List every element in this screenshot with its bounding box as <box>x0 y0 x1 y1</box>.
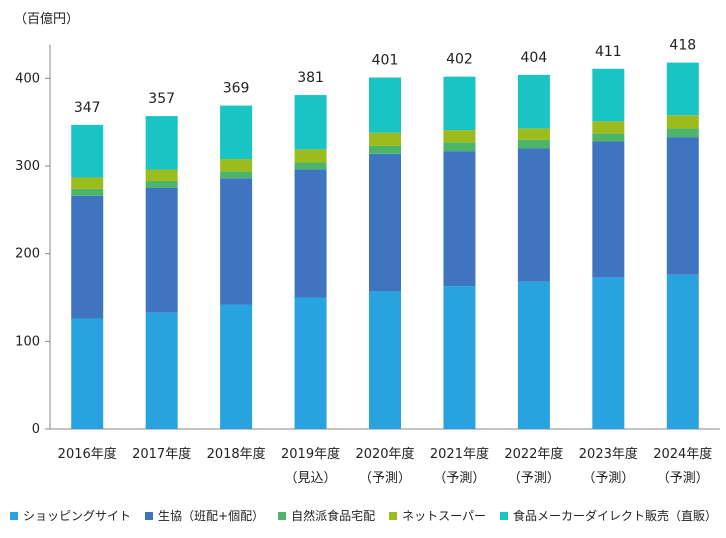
bar-segment <box>517 128 550 140</box>
x-category-sublabel: （予測） <box>657 471 709 486</box>
total-labels: 347 357 369 381 401 402 404 411 418 <box>74 38 696 116</box>
legend-item: 自然派食品宅配 <box>278 507 375 524</box>
bar-segment <box>369 145 401 154</box>
bar-segment <box>145 180 178 188</box>
bar-segment <box>666 115 699 129</box>
legend-item: 食品メーカーダイレクト販売（直販） <box>499 507 717 524</box>
total-label: 347 <box>74 100 101 116</box>
legend-item: 生協（班配+個配） <box>145 507 264 524</box>
bar-segment <box>294 162 327 170</box>
bar-segment <box>369 153 401 292</box>
bar-segment <box>369 291 401 429</box>
bar-segment <box>71 318 104 429</box>
legend-swatch <box>389 511 398 520</box>
bar-segment <box>294 149 327 163</box>
bar-segment <box>517 74 550 129</box>
bar-segment <box>443 142 476 152</box>
bar-segment <box>294 169 327 298</box>
x-category-sublabel: （予測） <box>433 471 485 486</box>
x-axis-labels: 2016年度 2017年度 2018年度 2019年度 （見込） 2020年度 （予測） 20… <box>58 446 713 486</box>
x-category-label: 2022年度 <box>504 446 563 462</box>
x-category-label: 2017年度 <box>132 446 191 462</box>
bar-segment <box>220 178 253 305</box>
x-category-label: 2021年度 <box>430 446 489 462</box>
bar-segment <box>443 286 476 429</box>
bar-segment <box>220 171 253 179</box>
legend-swatch <box>145 511 154 520</box>
bar-segment <box>71 177 104 189</box>
bar-segment <box>592 277 625 429</box>
bar-segment <box>443 130 476 143</box>
bar-segment <box>71 195 104 319</box>
bar-segment <box>145 116 178 170</box>
total-label: 402 <box>446 52 473 68</box>
bars <box>71 62 699 429</box>
bar-segment <box>443 76 476 131</box>
bar-segment <box>71 124 104 178</box>
bar-segment <box>294 297 327 429</box>
legend-swatch <box>499 511 508 520</box>
x-category-sublabel: （予測） <box>508 471 560 486</box>
bar-segment <box>666 128 699 138</box>
legend-label: 食品メーカーダイレクト販売（直販） <box>512 509 717 523</box>
y-tick-label: 300 <box>15 159 40 174</box>
legend-label: 生協（班配+個配） <box>158 509 265 523</box>
total-label: 369 <box>223 81 250 97</box>
bar-segment <box>517 281 550 429</box>
bar-segment <box>294 95 327 150</box>
legend-swatch <box>10 511 18 520</box>
y-tick-label: 0 <box>32 422 40 437</box>
bar-segment <box>592 121 625 134</box>
bar-segment <box>369 77 401 133</box>
y-tick-label: 400 <box>15 71 40 86</box>
bar-segment <box>666 62 699 116</box>
bar-segment <box>145 312 178 429</box>
y-tick-label: 100 <box>15 334 40 349</box>
total-label: 381 <box>297 70 324 86</box>
total-label: 404 <box>521 50 548 66</box>
legend-item: ネットスーパー <box>389 507 486 524</box>
total-label: 401 <box>372 53 399 69</box>
bar-segment <box>592 141 625 278</box>
x-category-sublabel: （予測） <box>582 471 634 486</box>
bar-segment <box>71 188 104 196</box>
legend-swatch <box>278 511 287 520</box>
x-category-label: 2018年度 <box>207 446 266 462</box>
y-axis-unit-label: （百億円） <box>14 12 80 27</box>
legend-label: 自然派食品宅配 <box>291 509 376 523</box>
y-tick-label: 200 <box>15 247 40 262</box>
total-label: 411 <box>595 44 622 60</box>
legend: ショッピングサイト 生協（班配+個配） 自然派食品宅配 ネットスーパー 食品メーカーダイ… <box>10 507 726 524</box>
bar-segment <box>220 304 253 429</box>
x-category-label: 2020年度 <box>355 446 414 462</box>
bar-segment <box>517 148 550 282</box>
x-category-sublabel: （予測） <box>359 471 411 486</box>
bar-segment <box>220 159 253 172</box>
x-category-label: 2019年度 <box>281 446 340 462</box>
bar-segment <box>443 151 476 287</box>
bar-segment <box>220 105 253 160</box>
bar-segment <box>145 187 178 313</box>
bar-segment <box>592 133 625 142</box>
total-label: 357 <box>148 91 175 107</box>
legend-label: ショッピングサイト <box>23 509 132 523</box>
x-category-sublabel: （見込） <box>285 471 337 486</box>
bar-segment <box>666 137 699 275</box>
x-category-label: 2016年度 <box>58 446 117 462</box>
bar-segment <box>517 139 550 149</box>
bar-segment <box>666 274 699 429</box>
bar-segment <box>592 68 625 122</box>
total-label: 418 <box>669 38 696 54</box>
x-category-label: 2023年度 <box>579 446 638 462</box>
bar-segment <box>145 169 178 181</box>
x-category-label: 2024年度 <box>653 446 712 462</box>
bar-segment <box>369 132 401 146</box>
legend-item: ショッピングサイト <box>10 507 131 524</box>
legend-label: ネットスーパー <box>402 509 486 523</box>
